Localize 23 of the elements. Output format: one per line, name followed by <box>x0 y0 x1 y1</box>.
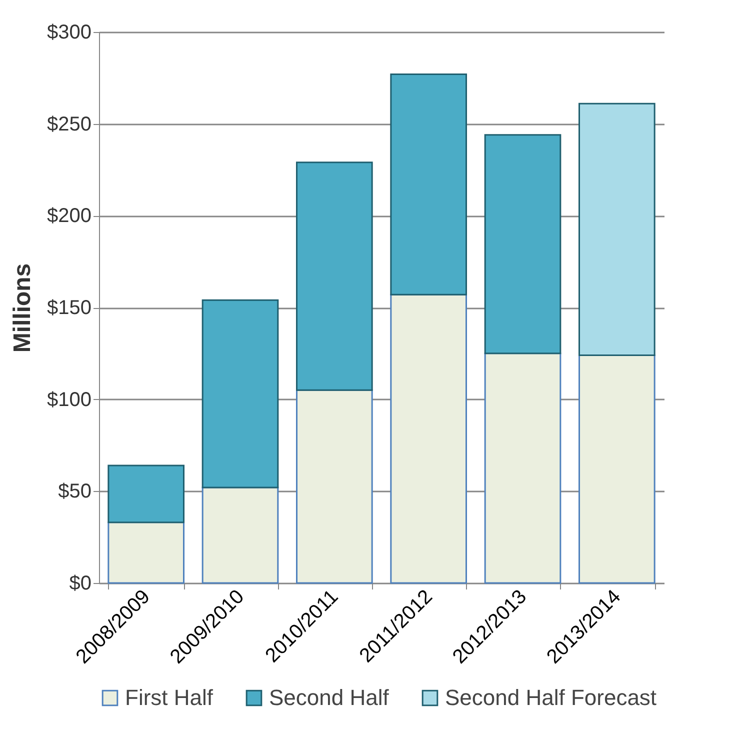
y-tick-label: $100 <box>47 388 92 411</box>
bar <box>390 73 467 296</box>
bar <box>296 162 373 391</box>
bar <box>202 486 279 584</box>
legend-label: Second Half <box>269 685 390 710</box>
y-tick-label: $50 <box>58 480 92 503</box>
y-tick-label: $300 <box>47 22 92 44</box>
legend-label: Second Half Forecast <box>445 685 657 710</box>
bar <box>108 464 184 524</box>
y-axis-title: Millions <box>9 263 36 353</box>
y-tick-label: $150 <box>47 297 92 319</box>
bar <box>578 102 656 356</box>
bar <box>578 354 656 584</box>
bar <box>390 294 467 584</box>
bar <box>202 299 279 488</box>
y-tick-label: $200 <box>47 205 92 228</box>
y-tick-label: $0 <box>69 572 92 594</box>
bar <box>296 389 373 584</box>
y-tick-label: $250 <box>47 113 92 136</box>
bar <box>484 352 562 584</box>
legend-label: First Half <box>125 685 214 710</box>
bar <box>108 522 184 584</box>
bar <box>484 134 562 354</box>
